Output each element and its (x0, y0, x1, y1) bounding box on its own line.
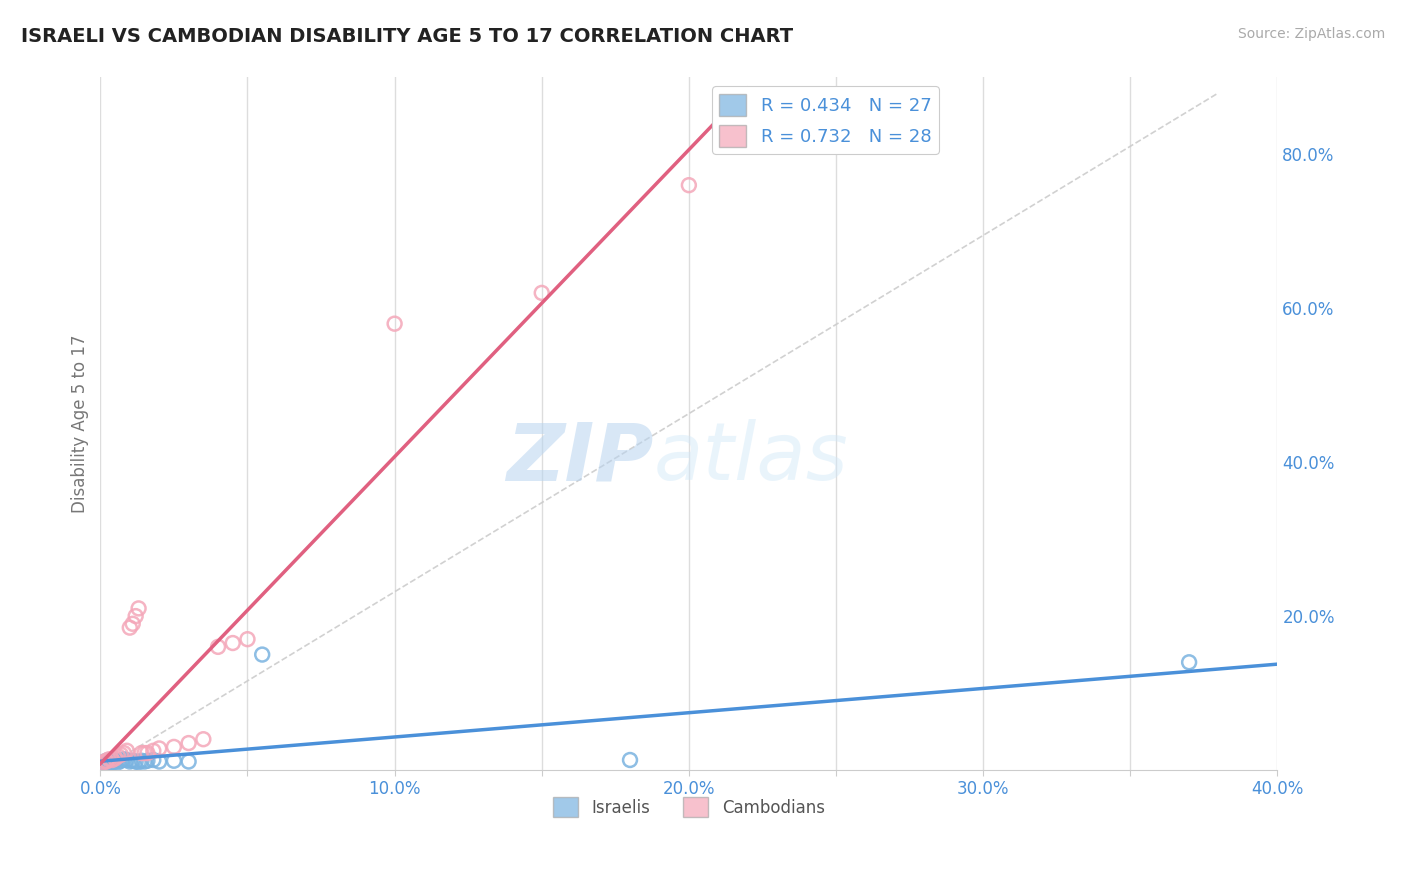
Point (104, 751, 127, 765)
Point (128, 601, 150, 615)
Point (163, 739, 186, 754)
Point (236, 632, 259, 647)
Point (128, 756, 150, 770)
Point (107, 756, 129, 770)
Point (530, 285, 553, 300)
Point (98, 755, 121, 769)
Point (101, 753, 124, 767)
Point (131, 746, 153, 760)
Point (148, 755, 170, 769)
Point (134, 746, 156, 760)
Point (98, 752, 121, 766)
Point (115, 744, 138, 758)
Point (124, 755, 146, 769)
Point (101, 753, 124, 767)
Point (101, 756, 124, 770)
Point (110, 747, 132, 762)
Point (115, 753, 138, 767)
Point (136, 746, 159, 760)
Point (131, 754, 153, 768)
Text: ISRAELI VS CAMBODIAN DISABILITY AGE 5 TO 17 CORRELATION CHART: ISRAELI VS CAMBODIAN DISABILITY AGE 5 TO… (21, 27, 793, 45)
Point (678, 178, 700, 193)
Point (136, 754, 159, 768)
Point (177, 736, 200, 750)
Point (118, 621, 141, 635)
Point (110, 754, 132, 768)
Point (207, 640, 229, 654)
Point (142, 744, 165, 758)
Text: atlas: atlas (654, 419, 848, 498)
Point (148, 741, 170, 756)
Point (96, 754, 118, 768)
Point (121, 616, 143, 631)
Point (96, 755, 118, 769)
Point (121, 754, 143, 768)
Point (98, 756, 121, 770)
Point (124, 609, 146, 624)
Point (96, 756, 118, 771)
Point (1178, 655, 1201, 669)
Text: ZIP: ZIP (506, 419, 654, 498)
Point (222, 636, 245, 650)
Point (619, 753, 641, 767)
Point (104, 755, 127, 769)
Point (193, 732, 215, 747)
Point (91, 756, 114, 770)
Point (96, 754, 118, 768)
Y-axis label: Disability Age 5 to 17: Disability Age 5 to 17 (72, 334, 89, 513)
Point (107, 749, 129, 764)
Point (177, 755, 200, 769)
Legend: Israelis, Cambodians: Israelis, Cambodians (547, 790, 831, 824)
Point (104, 754, 127, 768)
Point (384, 317, 406, 331)
Point (112, 746, 135, 760)
Point (163, 754, 186, 768)
Point (112, 752, 135, 766)
Point (250, 648, 273, 662)
Point (142, 753, 165, 767)
Text: Source: ZipAtlas.com: Source: ZipAtlas.com (1237, 27, 1385, 41)
Point (134, 755, 156, 769)
Point (91, 756, 114, 770)
Point (118, 755, 141, 769)
